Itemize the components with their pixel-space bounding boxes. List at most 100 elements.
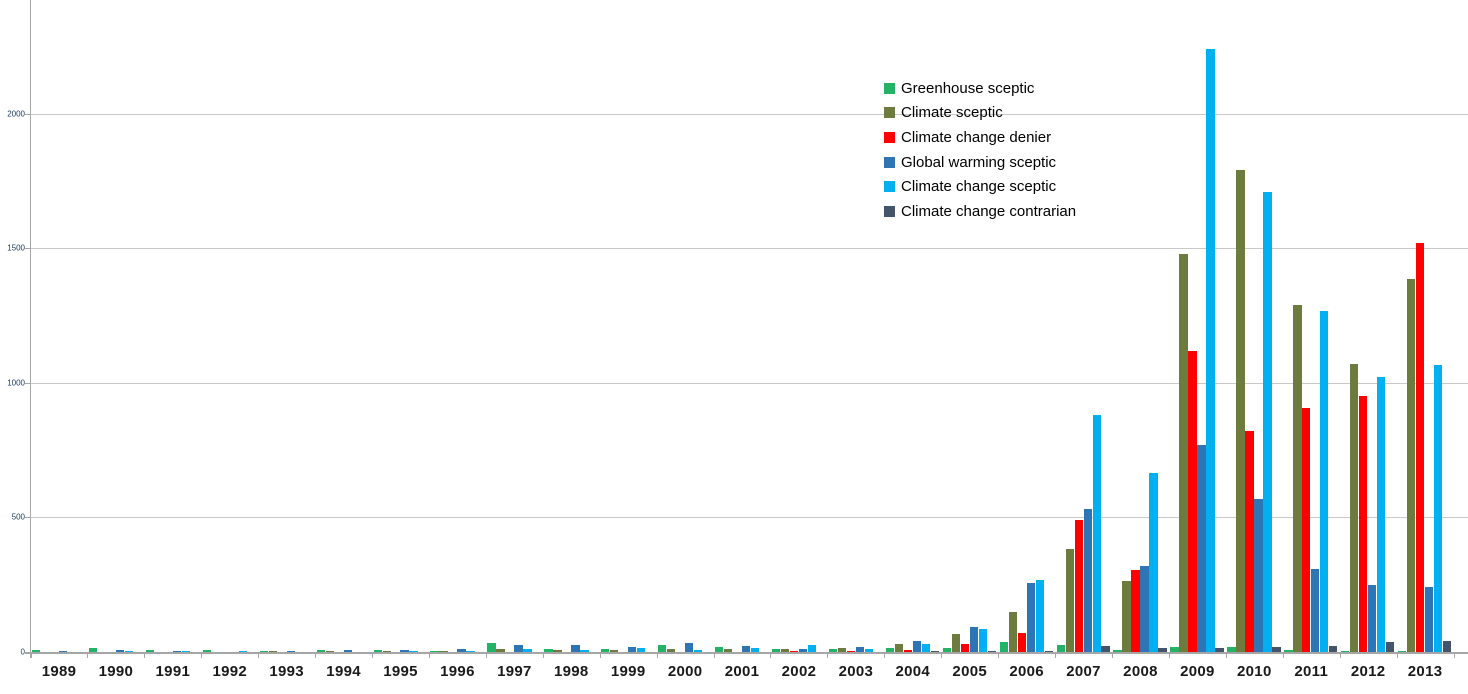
bar-climate-change-denier-2004 — [903, 649, 913, 652]
y-axis-tick-label: 500 — [11, 512, 25, 522]
bar-greenhouse-sceptic-2012 — [1341, 650, 1350, 652]
x-axis-tick — [998, 652, 1000, 658]
y-axis-tick — [24, 382, 30, 384]
bar-climate-sceptic-1994 — [325, 651, 334, 652]
legend-item-climate-sceptic: Climate sceptic — [884, 101, 1076, 126]
legend-item-climate-change-denier: Climate change denier — [884, 125, 1076, 150]
x-axis-tick — [542, 652, 544, 658]
x-axis-label-1990: 1990 — [98, 663, 134, 680]
gridline-1000 — [29, 382, 1468, 384]
x-axis-label-1992: 1992 — [212, 663, 248, 680]
bar-global-warming-sceptic-2008 — [1140, 565, 1149, 652]
bar-climate-change-contrarian-2011 — [1329, 646, 1338, 652]
bar-climate-sceptic-2001 — [724, 648, 733, 652]
bar-climate-change-denier-2010 — [1245, 431, 1254, 652]
x-axis-tick — [827, 652, 829, 658]
x-axis-label-2004: 2004 — [895, 663, 931, 680]
bar-climate-sceptic-2011 — [1293, 304, 1302, 652]
bar-greenhouse-sceptic-2000 — [658, 644, 667, 652]
bar-greenhouse-sceptic-1998 — [544, 648, 553, 652]
bar-global-warming-sceptic-1991 — [172, 651, 182, 652]
bar-greenhouse-sceptic-2003 — [828, 648, 838, 652]
bar-greenhouse-sceptic-2013 — [1398, 650, 1407, 652]
bar-climate-sceptic-2002 — [780, 648, 790, 652]
x-axis-label-2012: 2012 — [1350, 663, 1386, 680]
x-axis-label-2003: 2003 — [838, 663, 874, 680]
legend-label: Global warming sceptic — [901, 153, 1057, 171]
bar-climate-sceptic-2013 — [1407, 279, 1416, 652]
y-axis-tick — [24, 248, 30, 250]
x-axis-label-2007: 2007 — [1066, 663, 1101, 680]
bar-greenhouse-sceptic-1991 — [145, 650, 155, 652]
y-axis-tick — [24, 652, 30, 653]
x-axis-label-2006: 2006 — [1009, 663, 1044, 680]
x-axis-label-1991: 1991 — [155, 663, 191, 680]
gridline-500 — [29, 517, 1468, 519]
legend-item-greenhouse-sceptic: Greenhouse sceptic — [884, 76, 1076, 101]
x-axis-tick — [1339, 652, 1341, 658]
x-axis-label-2009: 2009 — [1180, 663, 1215, 680]
bar-global-warming-sceptic-2007 — [1083, 508, 1092, 652]
bar-greenhouse-sceptic-2009 — [1170, 646, 1179, 652]
x-axis-tick — [884, 652, 886, 658]
legend-swatch-icon — [884, 156, 895, 168]
bar-climate-change-denier-2003 — [846, 650, 856, 652]
bar-greenhouse-sceptic-2008 — [1113, 649, 1122, 652]
y-axis-tick-label: 2000 — [7, 109, 25, 119]
legend-swatch-icon — [884, 181, 895, 193]
bar-climate-change-sceptic-2006 — [1035, 579, 1044, 652]
legend-label: Greenhouse sceptic — [901, 79, 1035, 97]
x-axis-label-1993: 1993 — [269, 663, 304, 680]
bar-climate-change-contrarian-2007 — [1101, 646, 1110, 652]
bar-global-warming-sceptic-1999 — [628, 647, 637, 652]
x-axis-tick — [87, 652, 89, 658]
bar-greenhouse-sceptic-1997 — [487, 643, 496, 652]
bar-global-warming-sceptic-2010 — [1254, 498, 1263, 652]
bar-climate-sceptic-1997 — [496, 649, 505, 652]
x-axis-tick — [713, 652, 715, 658]
bar-global-warming-sceptic-1995 — [400, 650, 409, 652]
x-axis-label-1999: 1999 — [610, 663, 646, 680]
legend-swatch-icon — [884, 131, 895, 143]
bar-climate-change-denier-2012 — [1359, 396, 1368, 652]
legend-swatch-icon — [884, 107, 895, 119]
bar-climate-sceptic-2007 — [1065, 549, 1074, 652]
bar-greenhouse-sceptic-2006 — [999, 642, 1008, 652]
legend-label: Climate change denier — [901, 128, 1052, 146]
bar-climate-change-denier-2009 — [1188, 350, 1197, 652]
chart-legend: Greenhouse sceptic Climate sceptic Climate… — [884, 76, 1076, 224]
legend-label: Climate change sceptic — [901, 178, 1057, 196]
x-axis-tick — [144, 652, 146, 658]
x-axis-label-1997: 1997 — [497, 663, 532, 680]
bar-greenhouse-sceptic-2011 — [1284, 650, 1293, 652]
bar-global-warming-sceptic-2002 — [798, 648, 808, 652]
legend-swatch-icon — [884, 205, 895, 217]
y-axis-tick-label: 0 — [20, 647, 25, 657]
bar-climate-change-contrarian-2013 — [1443, 641, 1452, 652]
bar-climate-sceptic-2009 — [1179, 253, 1188, 652]
bar-climate-change-sceptic-2001 — [750, 647, 760, 652]
bar-global-warming-sceptic-2005 — [969, 626, 978, 652]
gridline-2000 — [29, 113, 1468, 115]
bar-greenhouse-sceptic-2004 — [885, 647, 895, 652]
x-axis-tick — [1453, 652, 1455, 658]
x-axis-tick — [1055, 652, 1057, 658]
bar-climate-change-sceptic-1997 — [523, 649, 532, 652]
bar-climate-change-sceptic-1992 — [238, 651, 247, 652]
x-axis-label-2002: 2002 — [781, 663, 817, 680]
x-axis-tick — [485, 652, 487, 658]
x-axis-label-2010: 2010 — [1237, 663, 1272, 680]
legend-item-climate-change-sceptic: Climate change sceptic — [884, 174, 1076, 199]
x-axis-tick — [258, 652, 260, 658]
bar-global-warming-sceptic-1989 — [58, 651, 68, 652]
bar-global-warming-sceptic-1993 — [286, 651, 295, 652]
y-axis-tick-label: 1500 — [7, 243, 25, 253]
bar-climate-sceptic-1993 — [268, 651, 277, 652]
bar-climate-change-sceptic-1999 — [637, 647, 646, 652]
bar-climate-change-sceptic-2010 — [1263, 191, 1272, 652]
x-axis-label-1994: 1994 — [326, 663, 361, 680]
bar-climate-change-sceptic-1991 — [181, 651, 191, 652]
x-axis-tick — [30, 652, 32, 658]
bar-greenhouse-sceptic-2010 — [1227, 646, 1236, 652]
bar-climate-change-contrarian-2004 — [930, 651, 939, 652]
